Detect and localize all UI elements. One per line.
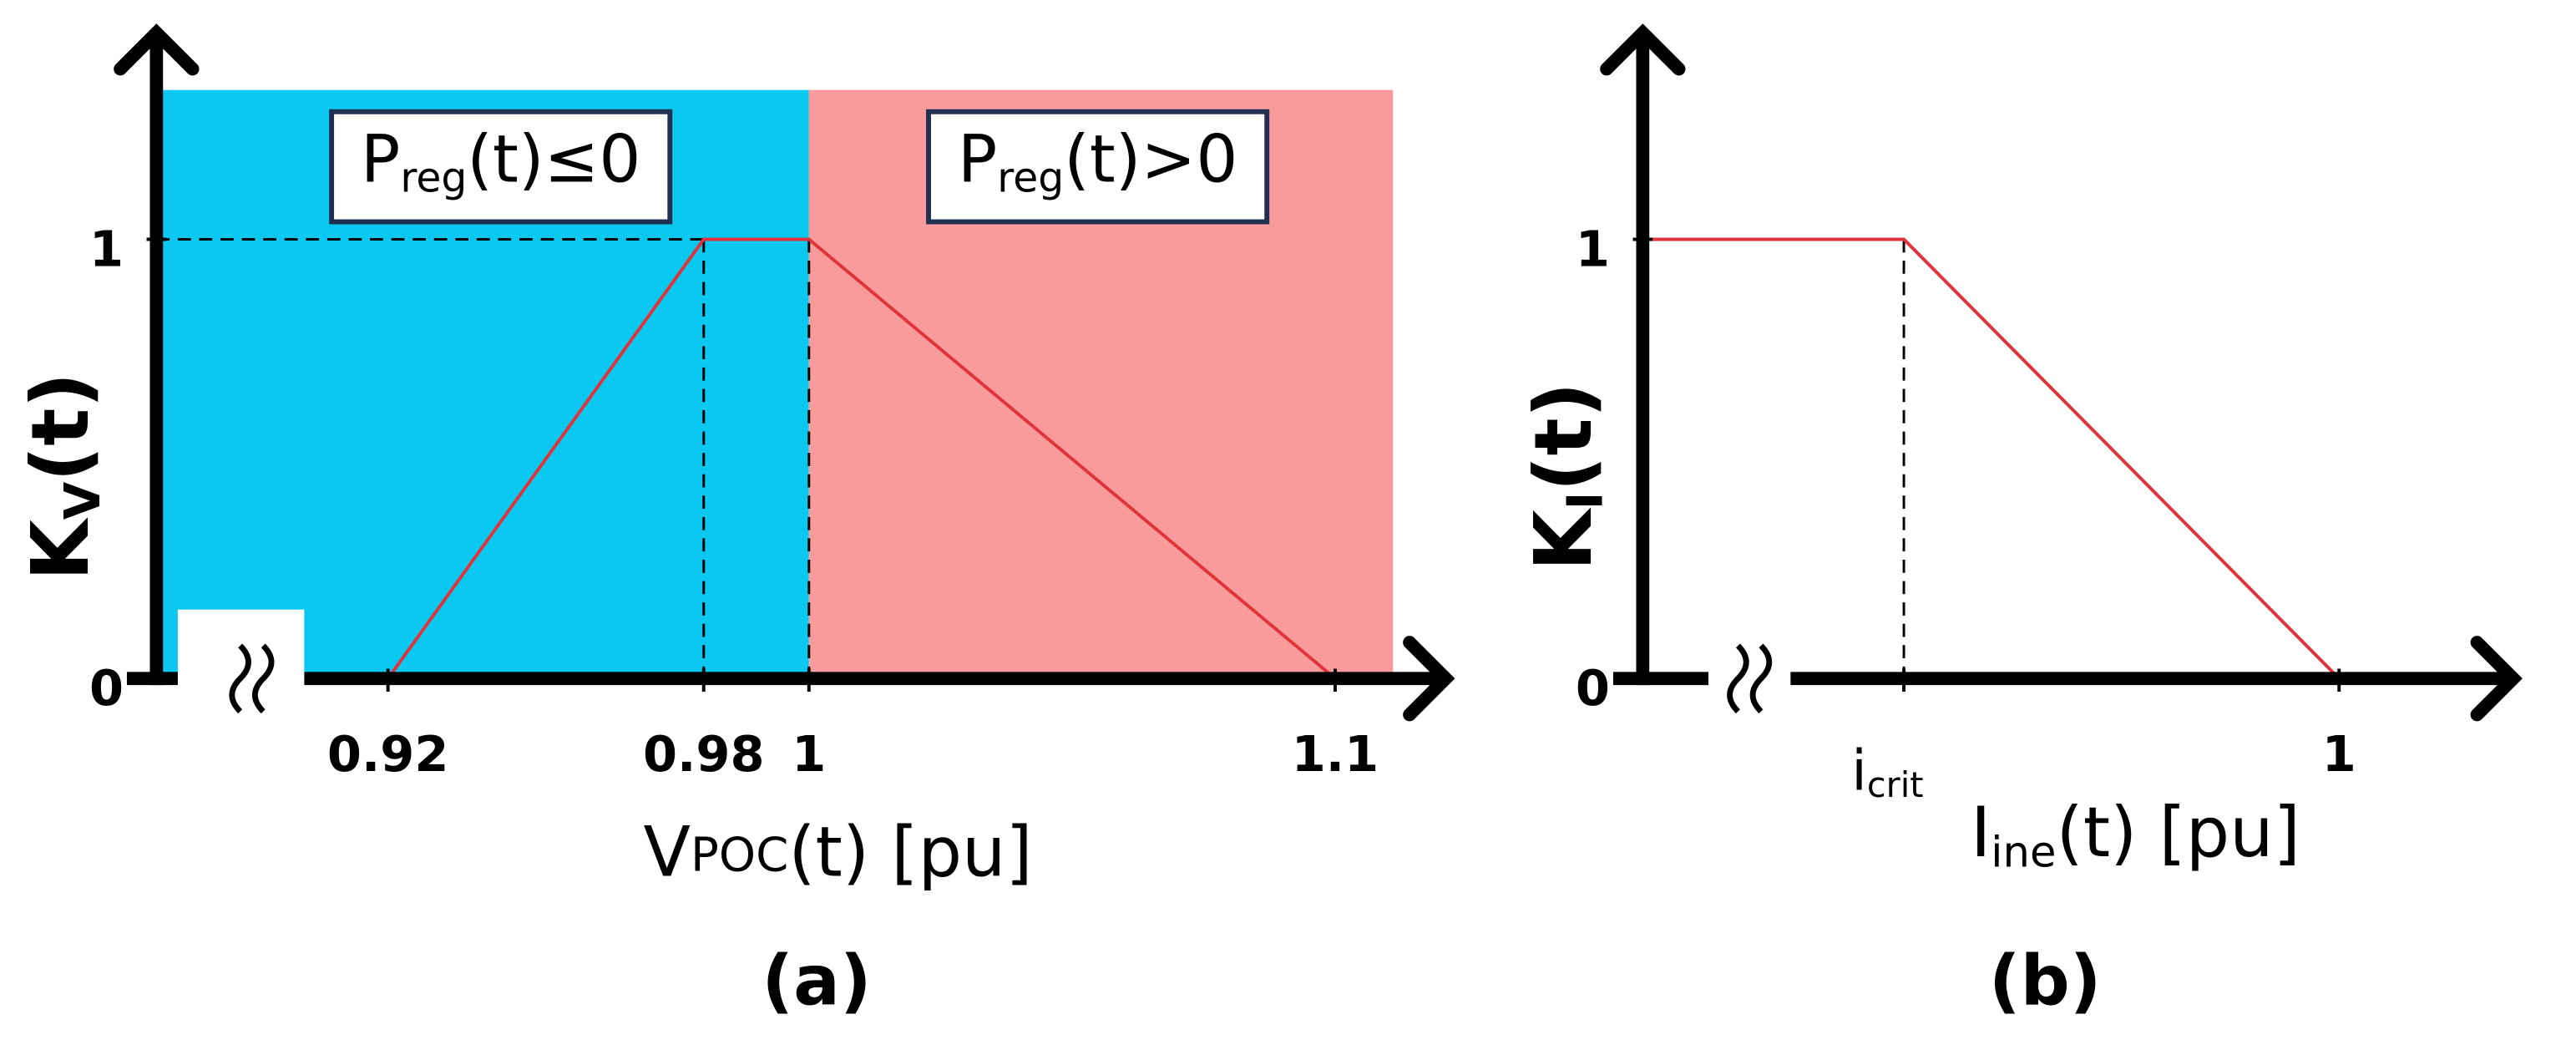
x-arrow [1403, 636, 1455, 722]
y-axis-label-main: K [15, 517, 107, 581]
y-axis-label: KV(t) [15, 372, 111, 581]
x-tick-label: 1.1 [1292, 725, 1379, 783]
x-axis-label: Iine(t) [pu] [1971, 794, 2300, 878]
y-axis-label-main: K [1518, 508, 1610, 571]
region-label-rest: (t)≤0 [467, 121, 640, 198]
region-label-main: P [958, 121, 997, 198]
break-squiggle [251, 643, 275, 714]
data-line [387, 237, 1337, 680]
y-axis-label-rest: (t) [15, 372, 107, 481]
break-squiggle [1727, 643, 1749, 714]
x-axis-label-rest: (t) [pu] [2056, 794, 2300, 874]
y-axis-label: KI(t) [1518, 382, 1614, 571]
region-label-rest: (t)>0 [1064, 121, 1237, 198]
region-label-sub: reg [400, 154, 467, 201]
y-axis-label-rest: (t) [1518, 382, 1610, 491]
y-axis-label-sub: I [1557, 492, 1614, 510]
x-axis-label-sub: ine [1991, 828, 2056, 878]
x-axis-label-main: V [644, 813, 691, 893]
region-label-sub: reg [997, 154, 1064, 201]
region-label-box [329, 109, 673, 225]
caption: (a) [762, 941, 871, 1022]
y-tick-label: 0 [1576, 659, 1610, 717]
region-label-main: P [361, 121, 400, 198]
x-axis-label-rest: (t) [pu] [788, 813, 1032, 893]
y-axis-label-sub: V [54, 482, 111, 520]
region-label: Preg(t)>0 [958, 121, 1238, 201]
x-axis-label: VPOC(t) [pu] [644, 813, 1033, 893]
x-tick-label: 0.92 [327, 725, 449, 783]
axis-break [177, 609, 305, 695]
region-label-box [926, 109, 1270, 225]
x-tick-label-main: i [1851, 738, 1867, 803]
caption: (b) [1989, 941, 2102, 1022]
x-tick-label: 0.98 [643, 725, 765, 783]
x-axis-label-main: I [1971, 794, 1991, 874]
y-arrow [114, 23, 200, 76]
y-tick-label: 1 [1576, 220, 1610, 277]
y-tick-label: 0 [89, 659, 124, 717]
x-tick-label: 1 [2322, 725, 2356, 783]
break-squiggle [1749, 643, 1773, 714]
y-arrow [1600, 23, 1686, 76]
y-tick-label: 1 [89, 220, 124, 277]
x-tick-label: icrit [1851, 738, 1923, 805]
x-tick-label: 1 [792, 725, 826, 783]
x-axis-label-small: POC [691, 828, 788, 882]
x-tick-label-sub: crit [1867, 765, 1924, 805]
region-label: Preg(t)≤0 [361, 121, 641, 201]
x-arrow [2470, 636, 2523, 722]
break-squiggle [229, 643, 251, 714]
axis-break [1708, 662, 1791, 695]
data-line [1642, 237, 2341, 680]
